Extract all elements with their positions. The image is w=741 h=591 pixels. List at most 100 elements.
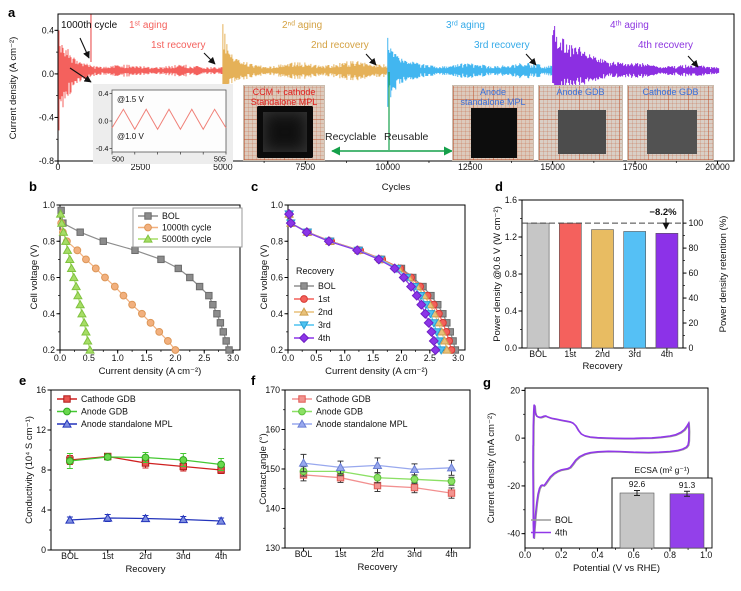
- svg-text:@1.0 V: @1.0 V: [117, 132, 144, 141]
- svg-text:2.0: 2.0: [169, 353, 181, 363]
- svg-text:0.6: 0.6: [628, 550, 640, 560]
- svg-text:1st: 1st: [564, 349, 576, 359]
- svg-text:Current density (A cm⁻²): Current density (A cm⁻²): [99, 366, 202, 377]
- svg-text:170: 170: [265, 385, 280, 395]
- annotation-2nd-recovery: 2nd recovery: [311, 40, 369, 51]
- svg-text:Recovery: Recovery: [125, 564, 165, 575]
- svg-text:3rd: 3rd: [318, 320, 331, 330]
- svg-text:0.0: 0.0: [98, 117, 108, 126]
- svg-text:0: 0: [515, 433, 520, 443]
- svg-text:Current density (A cm⁻²): Current density (A cm⁻²): [325, 366, 428, 377]
- svg-text:92.6: 92.6: [629, 479, 646, 489]
- svg-text:2rd: 2rd: [139, 551, 152, 561]
- annotation-4th-aging: 4ᵗʰ aging: [610, 20, 649, 31]
- svg-text:4: 4: [41, 505, 46, 515]
- photo-label-line2: Standalone MPL: [250, 97, 318, 107]
- svg-text:-0.8: -0.8: [39, 156, 54, 166]
- svg-text:3.0: 3.0: [227, 353, 239, 363]
- svg-text:20000: 20000: [705, 162, 730, 172]
- svg-text:140: 140: [265, 504, 280, 514]
- svg-text:Contact angle (°): Contact angle (°): [258, 433, 269, 504]
- svg-text:5000th cycle: 5000th cycle: [162, 234, 211, 244]
- annotation-1000th-cycle: 1000th cycle: [61, 20, 118, 31]
- svg-text:1000th cycle: 1000th cycle: [162, 223, 211, 233]
- svg-text:Potential (V vs RHE): Potential (V vs RHE): [573, 563, 660, 574]
- svg-text:91.3: 91.3: [679, 480, 696, 490]
- svg-text:2nd: 2nd: [595, 349, 610, 359]
- svg-text:Current density (mA cm⁻²): Current density (mA cm⁻²): [486, 413, 497, 524]
- photo-label: CCM + cathode Standalone MPL: [244, 87, 324, 107]
- svg-text:0: 0: [689, 343, 694, 353]
- svg-text:@1.5 V: @1.5 V: [117, 95, 144, 104]
- photo-anode-standalone-mpl: Anode standalone MPL: [452, 85, 534, 161]
- annotation-1st-aging: 1ˢᵗ aging: [129, 20, 168, 31]
- svg-text:3nd: 3nd: [407, 549, 422, 559]
- panel-letter-g: g: [483, 375, 491, 390]
- svg-text:0.4: 0.4: [271, 309, 283, 319]
- svg-text:500: 500: [112, 155, 124, 164]
- svg-text:1.2: 1.2: [505, 232, 517, 242]
- svg-text:4th: 4th: [445, 549, 457, 559]
- svg-text:0.8: 0.8: [505, 269, 517, 279]
- svg-text:0.0: 0.0: [282, 353, 294, 363]
- svg-text:4th: 4th: [318, 333, 330, 343]
- svg-text:1.0: 1.0: [271, 200, 283, 210]
- svg-text:0.4: 0.4: [42, 25, 54, 35]
- svg-text:2rd: 2rd: [371, 549, 384, 559]
- svg-text:2500: 2500: [131, 162, 151, 172]
- svg-text:0.0: 0.0: [505, 343, 517, 353]
- svg-text:Cathode GDB: Cathode GDB: [81, 394, 136, 404]
- panel-letter-f: f: [251, 373, 256, 388]
- svg-text:Anode standalone MPL: Anode standalone MPL: [316, 419, 408, 429]
- svg-text:15000: 15000: [540, 162, 565, 172]
- svg-text:Cathode GDB: Cathode GDB: [316, 394, 371, 404]
- svg-text:Cycles: Cycles: [382, 182, 411, 193]
- svg-text:17500: 17500: [623, 162, 648, 172]
- svg-text:1.0: 1.0: [43, 200, 55, 210]
- svg-text:-0.4: -0.4: [39, 112, 54, 122]
- panel-letter-c: c: [251, 179, 259, 194]
- annotation-4th-recovery: 4th recovery: [638, 40, 694, 51]
- svg-text:BOL: BOL: [318, 281, 336, 291]
- svg-text:0.6: 0.6: [271, 273, 283, 283]
- svg-text:0.0: 0.0: [54, 353, 66, 363]
- svg-text:7500: 7500: [296, 162, 316, 172]
- svg-text:BOL: BOL: [295, 549, 313, 559]
- svg-text:3rd: 3rd: [628, 349, 641, 359]
- svg-text:1.5: 1.5: [140, 353, 152, 363]
- svg-text:1.0: 1.0: [339, 353, 351, 363]
- svg-text:Anode GDB: Anode GDB: [316, 407, 363, 417]
- svg-text:20: 20: [510, 385, 520, 395]
- svg-text:5000: 5000: [213, 162, 233, 172]
- svg-text:Recovery: Recovery: [296, 266, 335, 276]
- svg-text:0.0: 0.0: [519, 550, 531, 560]
- svg-text:1.0: 1.0: [700, 550, 712, 560]
- svg-text:150: 150: [265, 464, 280, 474]
- svg-text:BOL: BOL: [555, 515, 573, 525]
- label-recyclable: Recyclable: [325, 131, 377, 143]
- svg-text:ECSA (m² g⁻¹): ECSA (m² g⁻¹): [634, 465, 689, 475]
- svg-text:0.2: 0.2: [43, 345, 55, 355]
- svg-text:Current density (A cm⁻²): Current density (A cm⁻²): [8, 37, 19, 140]
- svg-text:4th: 4th: [661, 349, 673, 359]
- svg-text:Recovery: Recovery: [582, 361, 622, 372]
- sample-photo: [471, 108, 517, 158]
- svg-text:0: 0: [56, 162, 61, 172]
- svg-text:130: 130: [265, 543, 280, 553]
- svg-text:0.4: 0.4: [98, 89, 108, 98]
- svg-text:16: 16: [36, 385, 46, 395]
- svg-text:-20: -20: [507, 481, 520, 491]
- svg-text:1.5: 1.5: [367, 353, 379, 363]
- svg-text:1st: 1st: [335, 549, 347, 559]
- svg-text:1.6: 1.6: [505, 195, 517, 205]
- svg-text:BOL: BOL: [162, 211, 180, 221]
- photo-anode-gdb: Anode GDB: [538, 85, 623, 161]
- svg-text:2.5: 2.5: [424, 353, 436, 363]
- sample-photo: [647, 110, 697, 154]
- svg-text:Conductivity (10⁴ S cm⁻¹): Conductivity (10⁴ S cm⁻¹): [24, 416, 35, 524]
- svg-text:0.5: 0.5: [83, 353, 95, 363]
- svg-text:Anode standalone MPL: Anode standalone MPL: [81, 419, 173, 429]
- svg-text:1.0: 1.0: [112, 353, 124, 363]
- svg-text:0.6: 0.6: [43, 273, 55, 283]
